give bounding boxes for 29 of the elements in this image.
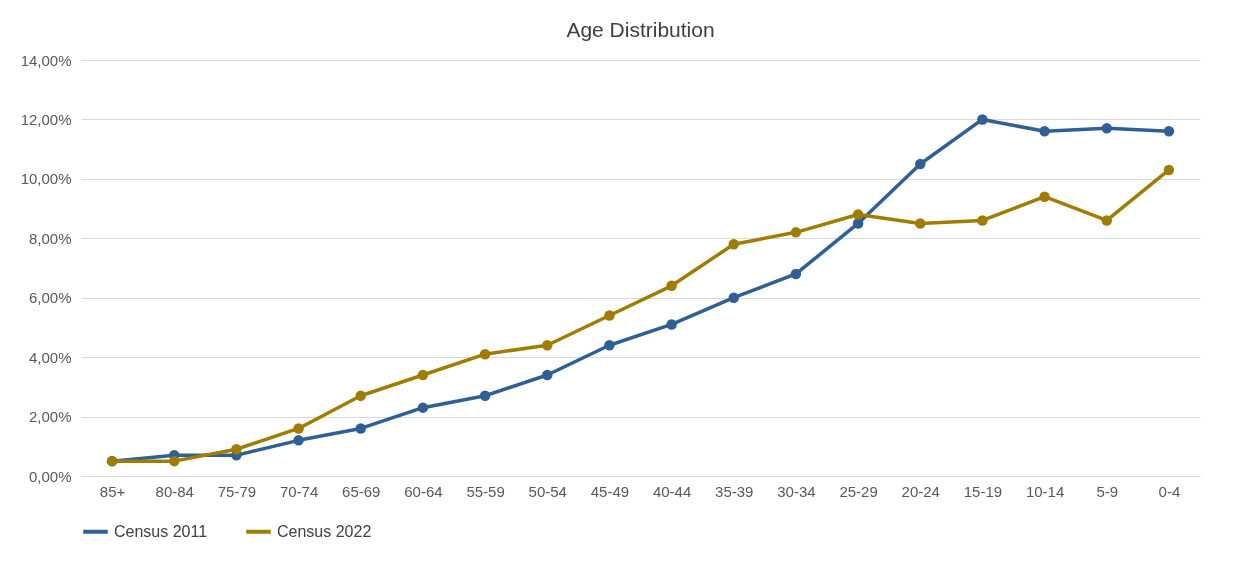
x-tick-label: 5-9	[1096, 482, 1119, 500]
x-tick-label: 50-54	[528, 482, 567, 500]
y-tick-label: 6,00%	[28, 289, 72, 307]
x-tick-label: 15-19	[963, 482, 1003, 500]
y-tick-label: 12,00%	[20, 110, 72, 128]
x-tick-label: 40-44	[652, 482, 692, 500]
y-tick-label: 14,00%	[20, 51, 72, 69]
x-tick-label: 55-59	[466, 482, 505, 500]
y-tick-label: 4,00%	[28, 348, 72, 366]
y-tick-label: 10,00%	[20, 170, 72, 188]
x-tick-label: 0-4	[1158, 482, 1181, 500]
x-tick-label: 25-29	[839, 482, 878, 500]
x-tick-label: 65-69	[342, 482, 381, 500]
x-tick-label: 20-24	[901, 482, 940, 500]
x-tick-label: 80-84	[155, 482, 194, 500]
x-tick-label: 10-14	[1025, 482, 1065, 500]
x-tick-label: 85+	[99, 482, 126, 500]
x-tick-label: 30-34	[777, 482, 816, 500]
y-tick-label: 2,00%	[28, 408, 72, 426]
x-tick-label: 70-74	[279, 482, 319, 500]
x-tick-label: 35-39	[715, 482, 754, 500]
y-tick-label: 0,00%	[28, 467, 72, 485]
chart-title: Age Distribution	[566, 18, 715, 41]
x-tick-label: 45-49	[590, 482, 630, 500]
legend-label: Census 2011	[114, 522, 208, 540]
y-tick-label: 8,00%	[28, 229, 72, 247]
x-tick-label: 60-64	[404, 482, 443, 500]
x-tick-label: 75-79	[217, 482, 257, 500]
legend-label: Census 2022	[277, 522, 372, 540]
